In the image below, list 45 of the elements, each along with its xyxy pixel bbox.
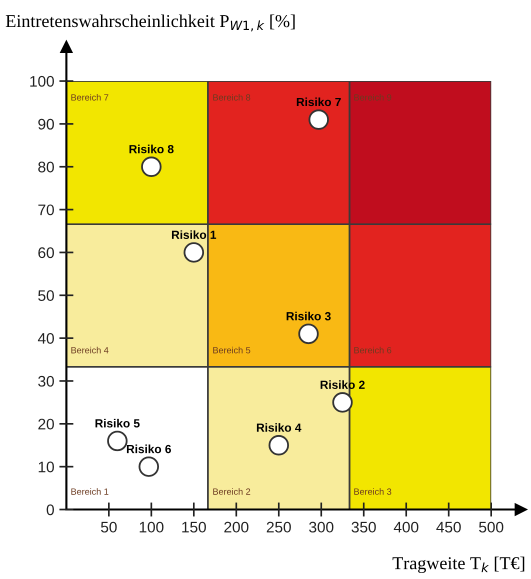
annotation: Risiko 8 [129,144,174,154]
y-tick-label: 30 [38,376,54,387]
x-tick-label: 300 [309,522,334,533]
x-tick-label: 350 [352,522,376,533]
annotation: Risiko 5 [96,418,140,428]
annotation: Bereich 4 [71,346,108,354]
y-tick-label: 60 [38,247,54,258]
y-tick-label: 10 [38,462,54,472]
annotation: Risiko 6 [126,444,171,454]
annotation: Bereich 3 [354,488,392,495]
y-tick-label: 90 [38,118,54,130]
y-tick-label: 0 [46,504,54,516]
x-tick-label: 250 [266,522,291,533]
annotation: Bereich 7 [71,94,108,101]
x-tick-label: 400 [394,522,418,533]
annotation: Risiko 3 [286,312,331,320]
annotation: Bereich 2 [213,488,250,495]
y-tick-label: 40 [38,333,54,344]
x-tick-label: 100 [140,522,164,533]
point [332,392,353,413]
point [308,109,329,130]
annotation: Bereich 8 [213,94,250,101]
annotation: Bereich 9 [354,94,392,101]
annotation: Risiko 4 [256,423,302,432]
annotation: Bereich 1 [71,488,108,495]
y-tick-label: 20 [38,418,54,430]
y-tick-label: 50 [38,290,54,301]
x-tick-label: 450 [436,522,461,533]
x-tick-label: 500 [479,522,504,533]
x-tick-label: 200 [224,522,248,533]
x-tick-label: 150 [182,522,206,533]
y-tick-label: 100 [30,76,54,87]
annotation: Risiko 1 [172,230,216,239]
point [184,242,204,263]
point [298,324,319,344]
annotation: Risiko 7 [296,98,341,106]
annotation: Bereich 5 [213,346,250,354]
x-tick-label: 50 [100,522,117,533]
y-axis-title: Eintretenswahrscheinlichkeit P$_{W1,k}$ [%] [6,14,295,32]
point [141,156,162,177]
y-tick-label: 70 [38,204,54,216]
annotation: Bereich 6 [354,346,392,354]
x-axis-title: Tragweite T$_{k}$ [T€] [392,556,524,574]
point [268,435,289,456]
y-tick-label: 80 [38,162,54,172]
